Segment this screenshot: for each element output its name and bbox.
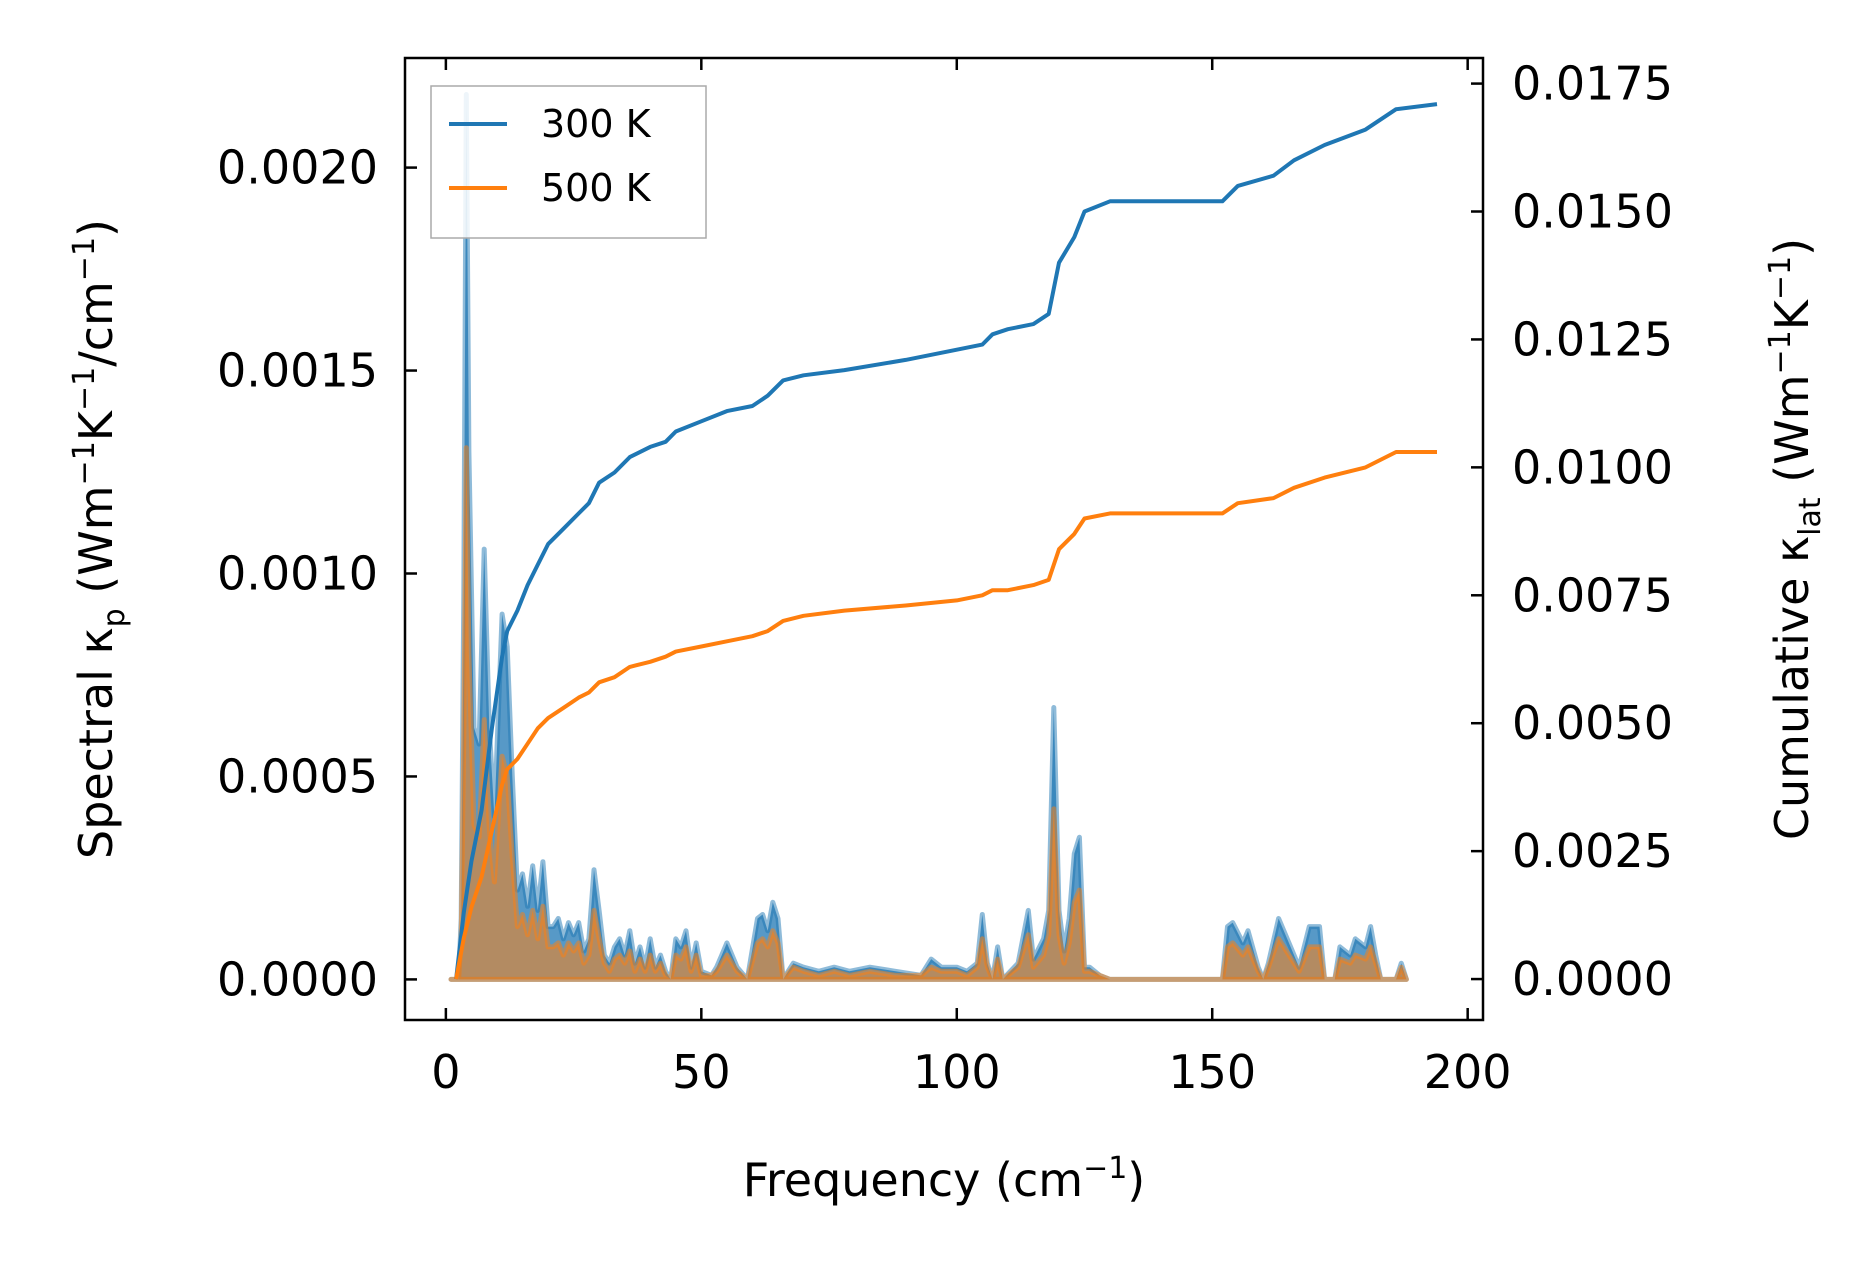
plot-area xyxy=(448,92,1438,982)
cumulative-line-500k xyxy=(454,450,1437,980)
spectral-area-500k xyxy=(448,445,1409,982)
y-left-tick-label: 0.0015 xyxy=(217,344,378,398)
y-right-tick-label: 0.0025 xyxy=(1512,824,1673,878)
y-left-tick-label: 0.0010 xyxy=(217,547,378,601)
y-left-tick-label: 0.0000 xyxy=(217,952,378,1006)
axis-ticks: 0 50 100 150 2000.00000.00050.00100.00150.00… xyxy=(217,57,1673,1099)
axes-frame xyxy=(403,56,1485,1022)
y-right-tick-label: 0.0150 xyxy=(1512,185,1673,239)
legend: 300 K 500 K xyxy=(430,85,707,239)
x-tick-label: 50 xyxy=(672,1045,731,1099)
y-right-tick-label: 0.0075 xyxy=(1512,568,1673,622)
y-axis-right-title: Cumulative κlat (Wm−1K−1) xyxy=(1763,238,1828,840)
y-right-tick-label: 0.0125 xyxy=(1512,312,1673,366)
y-left-tick-label: 0.0005 xyxy=(217,749,378,803)
y-right-tick-label: 0.0100 xyxy=(1512,440,1673,494)
x-tick-label: 200 xyxy=(1424,1045,1512,1099)
legend-box xyxy=(430,85,707,239)
y-axis-left-title: Spectral κp (Wm−1K−1/cm−1) xyxy=(67,219,132,859)
y-left-tick-label: 0.0020 xyxy=(217,141,378,195)
y-right-tick-label: 0.0000 xyxy=(1512,952,1673,1006)
legend-label-300k: 300 K xyxy=(541,102,652,146)
legend-label-500k: 500 K xyxy=(541,166,652,210)
y-right-tick-label: 0.0050 xyxy=(1512,696,1673,750)
cumulative-line-300k xyxy=(454,102,1438,980)
x-tick-label: 0 xyxy=(431,1045,460,1099)
x-tick-label: 150 xyxy=(1168,1045,1256,1099)
y-right-tick-label: 0.0175 xyxy=(1512,57,1673,111)
x-axis-title: Frequency (cm−1) xyxy=(743,1151,1146,1207)
x-tick-label: 100 xyxy=(913,1045,1001,1099)
